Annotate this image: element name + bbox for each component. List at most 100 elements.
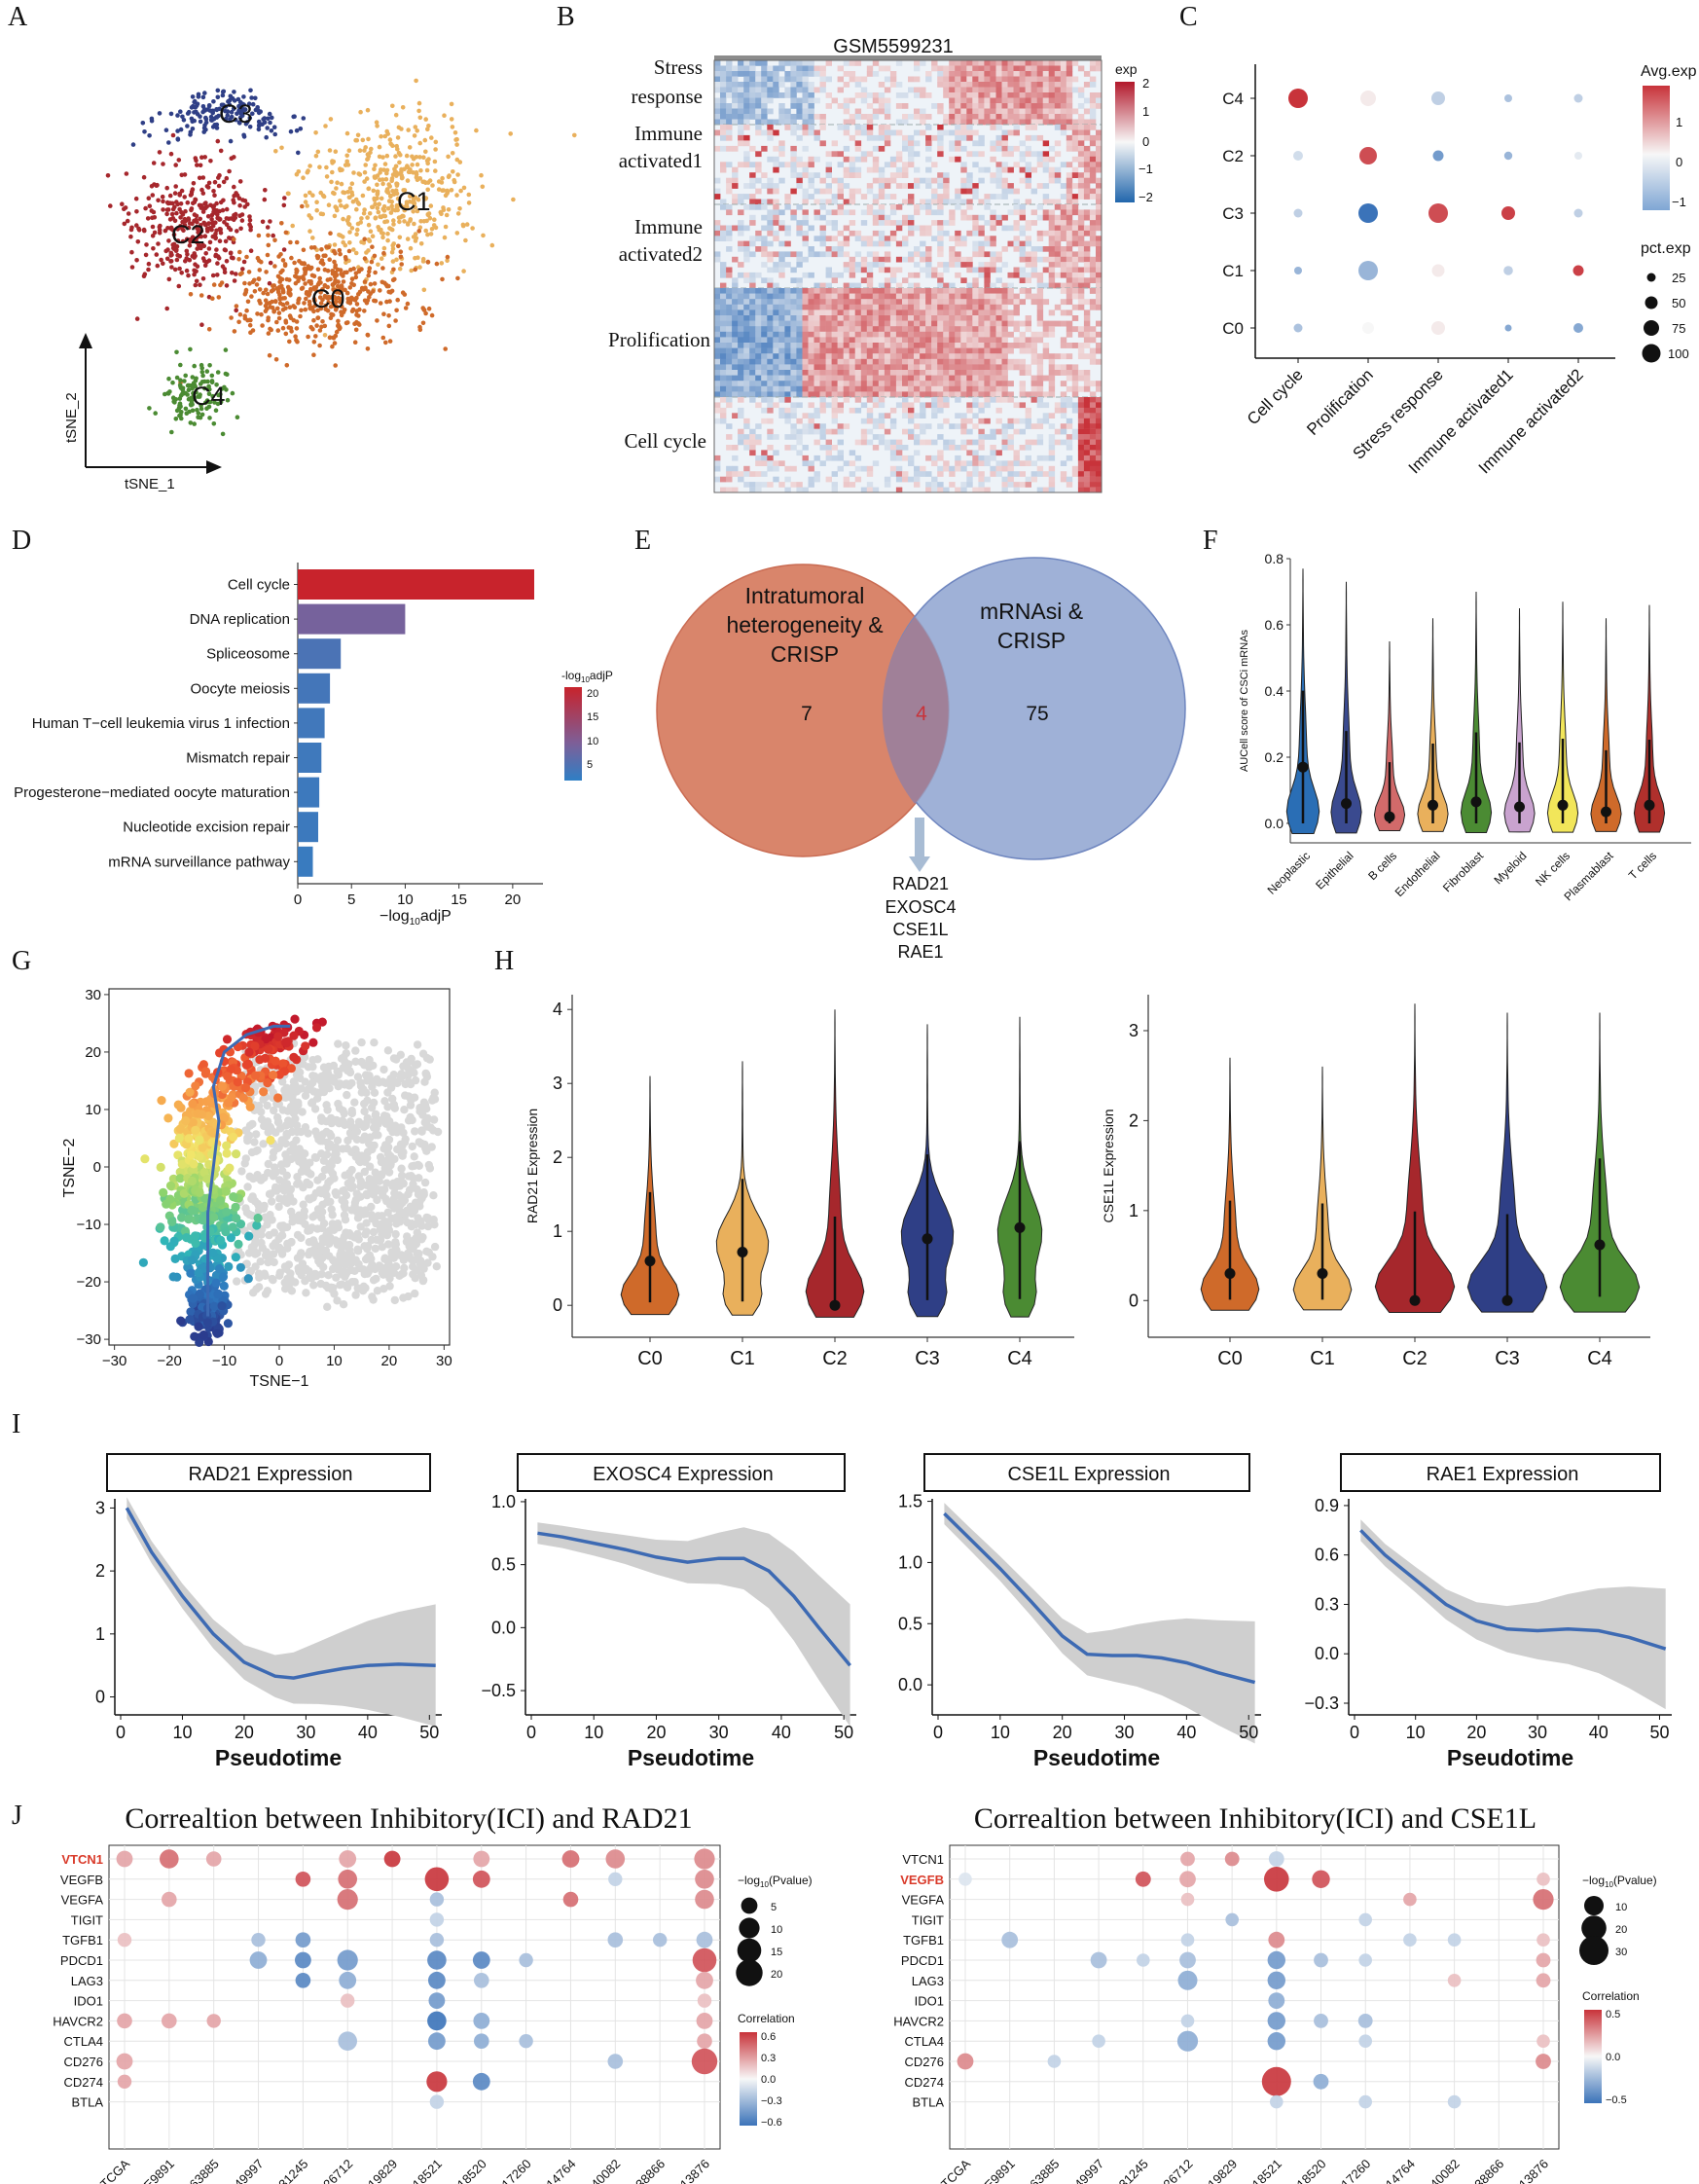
heatmap-cell [866,364,874,371]
heatmap-cell [902,364,909,371]
heatmap-cell [955,199,961,205]
heatmap-cell [761,236,768,241]
heatmap-cell [955,256,961,263]
heatmap-cell [1048,71,1056,77]
heatmap-cell [837,293,844,300]
heatmap-cell [726,82,733,88]
tsne-point [397,235,403,240]
heatmap-cell [1013,204,1020,210]
heatmap-cell [878,418,886,424]
tsne-point [143,252,149,258]
heatmap-cell [943,315,950,321]
heatmap-cell [1036,277,1044,283]
heatmap-cell [1077,87,1085,93]
heatmap-cell [743,288,750,294]
tsne-point [362,207,367,212]
heatmap-cell [808,177,814,184]
heatmap-cell [860,370,868,376]
panel-label-h: H [494,946,514,976]
tsne-point [206,327,212,332]
heatmap-cell [1048,320,1056,327]
heatmap-cell [1077,418,1085,424]
heatmap-cell [720,391,727,398]
heatmap-cell [825,385,832,392]
heatmap-cell [784,119,791,126]
heatmap-cell [920,375,926,382]
tsne-point [385,205,391,211]
heatmap-cell [1007,460,1014,466]
tsne-point [265,252,271,258]
heatmap-cell [854,326,862,333]
heatmap-cell [773,162,779,168]
heatmap-cell [1030,460,1037,466]
heatmap-cell [843,353,850,360]
heatmap-cell [802,315,809,321]
heatmap-cell [1089,151,1097,158]
tsne-point [190,127,196,131]
heatmap-cell [790,343,797,348]
heatmap-cell [749,326,756,333]
heatmap-cell [972,225,979,232]
heatmap-cell [1060,272,1067,278]
tsne-point [374,120,380,125]
heatmap-cell [872,320,880,327]
tsne-point [216,183,222,189]
heatmap-cell [895,156,903,163]
heatmap-cell [866,209,874,216]
heatmap-cell [866,119,874,126]
heatmap-cell [1048,331,1056,338]
tsne-point [283,230,289,236]
heatmap-cell [1048,92,1056,98]
heatmap-cell [925,267,932,273]
heatmap-cell [1066,183,1073,189]
heatmap-cell [937,204,944,210]
heatmap-cell [955,125,961,130]
tsne-point [206,221,212,226]
heatmap-cell [955,304,961,310]
heatmap-cell [872,326,880,333]
heatmap-cell [837,177,844,184]
heatmap-cell [813,209,820,216]
heatmap-cell [937,293,944,300]
heatmap-cell [1042,353,1050,360]
tsne-point [366,136,371,142]
heatmap-cell [990,397,996,403]
tsne-point [178,201,184,206]
heatmap-cell [831,272,838,278]
heatmap-cell [895,282,903,289]
heatmap-cell [949,347,956,354]
heatmap-cell [831,445,838,451]
tsne-point [195,219,199,225]
tsne-point [228,250,234,256]
heatmap-cell [755,385,762,392]
heatmap-cell [1025,256,1031,263]
heatmap-cell [1048,76,1056,83]
heatmap-cell [895,402,903,409]
heatmap-cell [831,337,838,344]
heatmap-cell [825,347,832,354]
heatmap-cell [1071,199,1079,205]
heatmap-cell [790,434,797,440]
heatmap-cell [802,236,809,241]
heatmap-cell [914,251,921,258]
heatmap-cell [902,309,909,316]
heatmap-cell [1071,251,1079,258]
heatmap-cell [796,183,803,189]
tsne-point [365,333,371,338]
tsne-point [395,146,400,152]
heatmap-cell [990,119,996,126]
cluster-label-c3: C3 [219,99,253,128]
tsne-point [194,269,199,274]
heatmap-cell [726,125,733,130]
heatmap-cell [931,385,938,392]
heatmap-cell [1036,465,1044,472]
heatmap-cell [1066,220,1073,226]
heatmap-cell [1060,299,1067,306]
heatmap-cell [914,343,921,348]
heatmap-cell [1025,423,1031,429]
tsne-point [263,304,269,309]
heatmap-cell [920,108,926,115]
heatmap-cell [960,277,967,283]
heatmap-cell [1025,71,1031,77]
heatmap-cell [908,413,915,419]
